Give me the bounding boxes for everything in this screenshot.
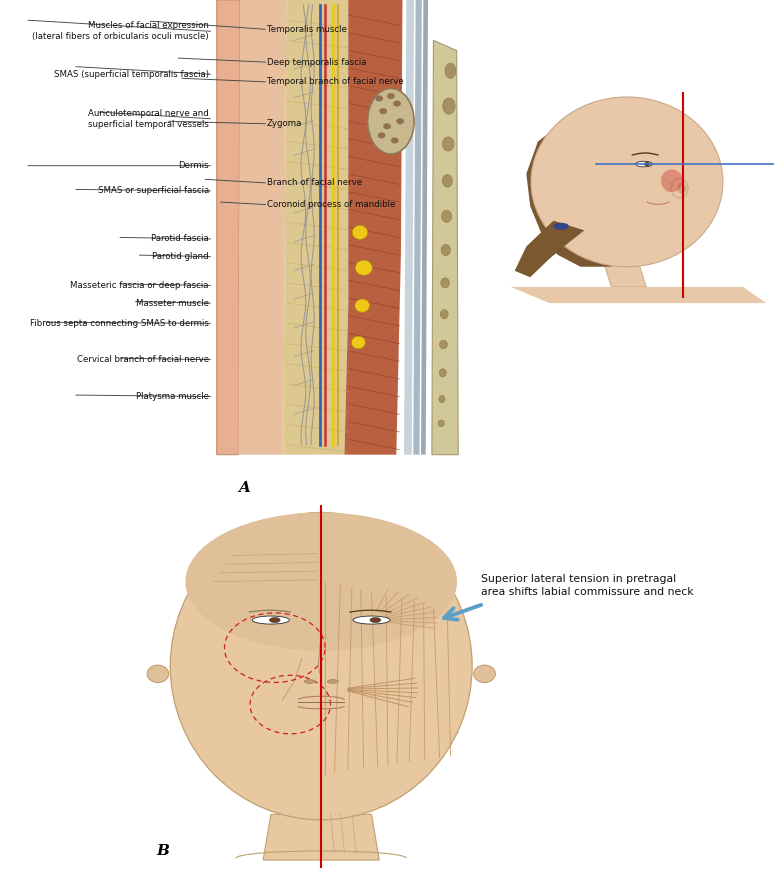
- Ellipse shape: [355, 260, 372, 275]
- Ellipse shape: [440, 368, 447, 377]
- Ellipse shape: [379, 108, 387, 114]
- Text: Temporal branch of facial nerve: Temporal branch of facial nerve: [267, 78, 404, 86]
- Ellipse shape: [354, 299, 370, 312]
- Ellipse shape: [440, 341, 447, 348]
- Polygon shape: [413, 0, 422, 455]
- Ellipse shape: [387, 93, 395, 99]
- Ellipse shape: [185, 512, 457, 651]
- Ellipse shape: [370, 618, 381, 623]
- Ellipse shape: [327, 679, 338, 684]
- Ellipse shape: [661, 169, 683, 192]
- Ellipse shape: [375, 96, 383, 102]
- Ellipse shape: [368, 88, 414, 154]
- Ellipse shape: [351, 336, 365, 348]
- Ellipse shape: [441, 278, 449, 288]
- Text: Branch of facial nerve: Branch of facial nerve: [267, 179, 362, 187]
- Polygon shape: [238, 0, 286, 455]
- Ellipse shape: [396, 118, 404, 125]
- Text: Muscles of facial expression
(lateral fibers of orbicularis oculi muscle): Muscles of facial expression (lateral fi…: [33, 21, 209, 41]
- Ellipse shape: [677, 183, 687, 194]
- Text: Superior lateral tension in pretragal
area shifts labial commissure and neck: Superior lateral tension in pretragal ar…: [481, 574, 694, 598]
- Ellipse shape: [644, 162, 650, 166]
- Text: Cervical branch of facial nerve: Cervical branch of facial nerve: [77, 355, 209, 364]
- Ellipse shape: [439, 395, 445, 402]
- Text: Fibrous septa connecting SMAS to dermis: Fibrous septa connecting SMAS to dermis: [30, 319, 209, 327]
- Ellipse shape: [170, 512, 472, 820]
- Ellipse shape: [353, 616, 390, 624]
- Text: Coronoid process of mandible: Coronoid process of mandible: [267, 200, 396, 209]
- Text: Parotid fascia: Parotid fascia: [151, 234, 209, 244]
- Polygon shape: [604, 263, 646, 287]
- Polygon shape: [404, 0, 414, 455]
- Ellipse shape: [378, 132, 385, 138]
- Ellipse shape: [671, 179, 688, 198]
- Ellipse shape: [441, 210, 452, 222]
- Polygon shape: [217, 0, 240, 455]
- Text: Masseter muscle: Masseter muscle: [136, 299, 209, 307]
- Ellipse shape: [635, 161, 652, 167]
- Text: Platysma muscle: Platysma muscle: [136, 392, 209, 401]
- Ellipse shape: [391, 138, 399, 144]
- Text: SMAS (superficial temporalis fascia): SMAS (superficial temporalis fascia): [54, 70, 209, 78]
- Text: Auriculotemporal nerve and
superficial temporal vessels: Auriculotemporal nerve and superficial t…: [88, 109, 209, 129]
- Ellipse shape: [440, 310, 448, 319]
- Text: Zygoma: Zygoma: [267, 119, 303, 128]
- Polygon shape: [263, 814, 379, 860]
- Ellipse shape: [147, 665, 169, 683]
- Text: A: A: [238, 481, 250, 495]
- Ellipse shape: [393, 100, 401, 106]
- Text: Parotid gland: Parotid gland: [152, 252, 209, 261]
- Ellipse shape: [445, 63, 456, 78]
- Ellipse shape: [269, 618, 280, 623]
- Text: Masseteric fascia or deep fascia: Masseteric fascia or deep fascia: [70, 281, 209, 290]
- Polygon shape: [421, 0, 428, 455]
- Ellipse shape: [438, 420, 444, 427]
- Ellipse shape: [474, 665, 495, 683]
- Ellipse shape: [553, 223, 569, 230]
- Text: Temporalis muscle: Temporalis muscle: [267, 24, 347, 34]
- Ellipse shape: [531, 97, 723, 267]
- Polygon shape: [515, 220, 584, 277]
- Ellipse shape: [441, 245, 450, 255]
- Ellipse shape: [252, 616, 289, 624]
- Ellipse shape: [443, 174, 453, 187]
- Text: B: B: [156, 844, 169, 858]
- Ellipse shape: [304, 679, 315, 684]
- Polygon shape: [526, 97, 642, 267]
- Polygon shape: [283, 0, 352, 455]
- Ellipse shape: [352, 226, 368, 240]
- Polygon shape: [432, 40, 458, 455]
- Ellipse shape: [383, 124, 391, 129]
- Text: SMAS or superficial fascia: SMAS or superficial fascia: [98, 186, 209, 195]
- Polygon shape: [511, 287, 766, 303]
- Text: Dermis: Dermis: [178, 161, 209, 170]
- Ellipse shape: [442, 137, 454, 151]
- Text: Deep temporalis fascia: Deep temporalis fascia: [267, 57, 367, 67]
- FancyBboxPatch shape: [488, 0, 774, 379]
- Ellipse shape: [443, 98, 455, 114]
- Polygon shape: [344, 0, 402, 455]
